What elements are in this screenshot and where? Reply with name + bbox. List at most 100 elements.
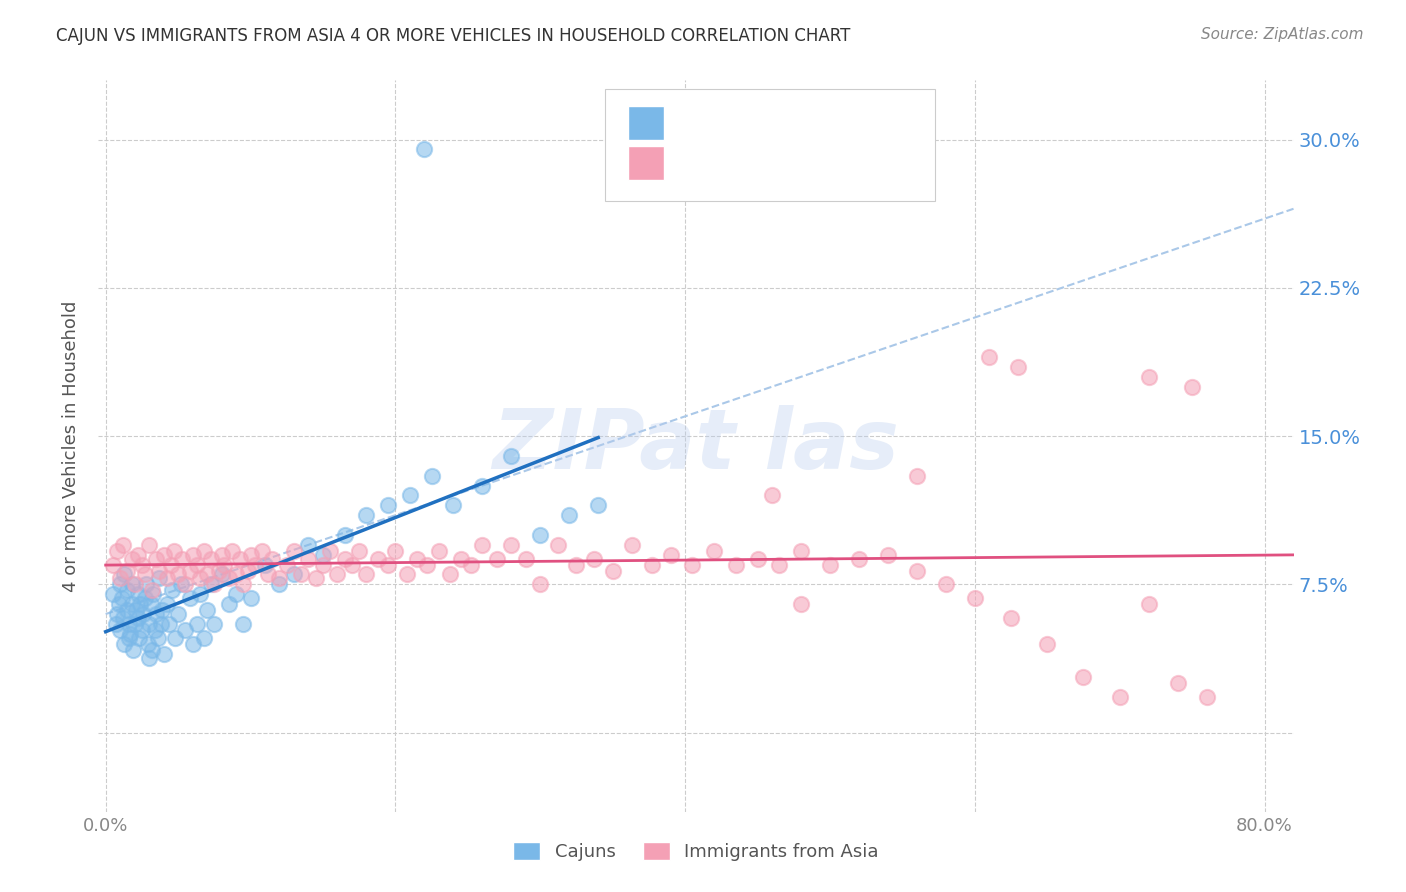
Point — [471, 538, 494, 552]
Point — [1036, 637, 1059, 651]
Point — [501, 538, 523, 552]
Point — [195, 603, 218, 617]
Point — [160, 558, 183, 572]
Point — [460, 558, 482, 572]
Point — [155, 597, 177, 611]
Point — [565, 558, 588, 572]
Point — [768, 558, 790, 572]
Point — [127, 611, 149, 625]
Point — [112, 538, 135, 552]
Text: ZIPat las: ZIPat las — [492, 406, 900, 486]
Text: N =: N = — [785, 114, 824, 132]
Point — [253, 558, 276, 572]
Text: R =: R = — [675, 154, 714, 172]
Point — [283, 543, 305, 558]
Legend: Cajuns, Immigrants from Asia: Cajuns, Immigrants from Asia — [506, 835, 886, 869]
Point — [232, 616, 254, 631]
Point — [188, 587, 211, 601]
Point — [659, 548, 682, 562]
Point — [1167, 676, 1189, 690]
Point — [188, 571, 211, 585]
Text: R =: R = — [675, 114, 714, 132]
Point — [905, 564, 928, 578]
Point — [790, 597, 813, 611]
Point — [269, 577, 291, 591]
Point — [450, 551, 472, 566]
Point — [377, 558, 399, 572]
Point — [150, 603, 173, 617]
Point — [129, 597, 152, 611]
Point — [232, 577, 254, 591]
Point — [118, 616, 141, 631]
Point — [236, 564, 259, 578]
Point — [319, 543, 342, 558]
Point — [145, 607, 167, 621]
Point — [104, 616, 127, 631]
Point — [979, 350, 1001, 364]
Point — [174, 623, 197, 637]
Point — [283, 567, 305, 582]
Point — [118, 631, 141, 645]
Text: CAJUN VS IMMIGRANTS FROM ASIA 4 OR MORE VEHICLES IN HOUSEHOLD CORRELATION CHART: CAJUN VS IMMIGRANTS FROM ASIA 4 OR MORE … — [56, 27, 851, 45]
Point — [333, 528, 356, 542]
Point — [395, 567, 418, 582]
Point — [108, 571, 131, 585]
Point — [703, 543, 725, 558]
Point — [163, 543, 186, 558]
Point — [269, 571, 291, 585]
Point — [356, 508, 378, 523]
Point — [105, 607, 128, 621]
Point — [471, 478, 494, 492]
Point — [243, 558, 266, 572]
Point — [297, 551, 319, 566]
Point — [312, 558, 335, 572]
Point — [602, 564, 624, 578]
Point — [148, 571, 170, 585]
Point — [1108, 690, 1130, 704]
Point — [117, 583, 139, 598]
Point — [132, 607, 155, 621]
Point — [229, 551, 252, 566]
Point — [305, 571, 328, 585]
Point — [202, 616, 225, 631]
Point — [117, 603, 139, 617]
Point — [143, 623, 166, 637]
Point — [172, 551, 194, 566]
Point — [963, 591, 986, 606]
Point — [181, 637, 204, 651]
Point — [121, 551, 143, 566]
Point — [112, 611, 135, 625]
Point — [138, 616, 160, 631]
Point — [214, 558, 236, 572]
Point — [1007, 359, 1029, 374]
Point — [558, 508, 581, 523]
Text: 104: 104 — [827, 153, 868, 173]
Point — [1000, 611, 1022, 625]
Point — [179, 591, 201, 606]
Point — [134, 567, 156, 582]
Point — [427, 543, 450, 558]
Point — [162, 583, 184, 598]
Text: 78: 78 — [827, 113, 853, 133]
Point — [141, 642, 163, 657]
Point — [145, 551, 167, 566]
Point — [202, 577, 225, 591]
Point — [179, 564, 201, 578]
Point — [195, 567, 218, 582]
Point — [818, 558, 841, 572]
Point — [141, 583, 163, 598]
Point — [439, 567, 461, 582]
Point — [139, 597, 162, 611]
Point — [1073, 670, 1095, 684]
Point — [333, 551, 356, 566]
Point — [420, 468, 443, 483]
Point — [131, 623, 153, 637]
Point — [134, 591, 156, 606]
Point — [107, 597, 129, 611]
Point — [747, 551, 769, 566]
Point — [165, 631, 187, 645]
Point — [193, 543, 215, 558]
Point — [193, 631, 215, 645]
Point — [122, 642, 145, 657]
Point — [181, 548, 204, 562]
